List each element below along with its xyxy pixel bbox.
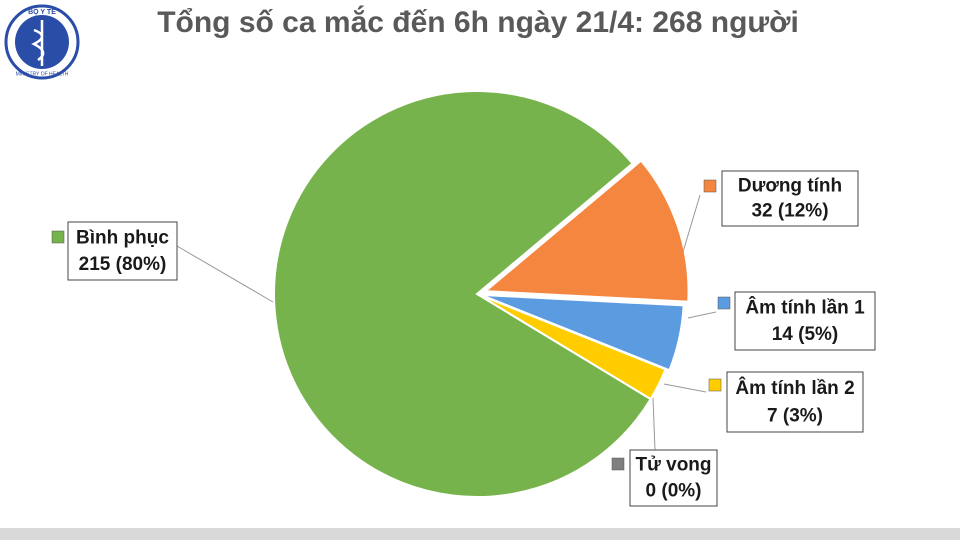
label-box [721,170,859,227]
category-label: Bình phục [76,227,169,248]
legend-swatch [708,378,722,392]
logo: BỘ Y TẾ MINISTRY OF HEALTH [4,4,80,80]
logo-bottom-text: MINISTRY OF HEALTH [16,71,69,77]
leader-line [687,311,717,319]
category-label: Âm tính lần 1 [745,296,865,318]
category-label: Tử vong [635,455,711,476]
pie-slice [273,90,653,498]
leader-line [682,194,701,253]
value-label: 7 (3%) [767,405,823,426]
value-label: 215 (80%) [79,254,167,275]
value-label: 32 (12%) [751,201,828,222]
leader-line [663,383,707,393]
pie-slice [480,293,685,372]
category-label: Dương tính [738,175,842,196]
legend-swatch [717,296,731,310]
category-label: Âm tính lần 2 [735,377,854,399]
legend-swatch [51,230,65,244]
legend-swatch [611,457,625,471]
chart-title: Tổng số ca mắc đến 6h ngày 21/4: 268 ngư… [157,5,799,39]
value-label: 14 (5%) [772,324,839,345]
legend-swatch [703,179,717,193]
logo-emblem [31,20,45,66]
logo-top-text: BỘ Y TẾ [28,6,56,16]
value-label: 0 (0%) [646,480,702,501]
leader-line [176,245,274,303]
leader-line [652,397,656,451]
label-box [629,449,718,507]
label-box [67,221,178,281]
bottom-band [0,528,960,540]
label-box [726,371,864,433]
pie-slice [482,159,690,303]
label-box [734,291,876,351]
